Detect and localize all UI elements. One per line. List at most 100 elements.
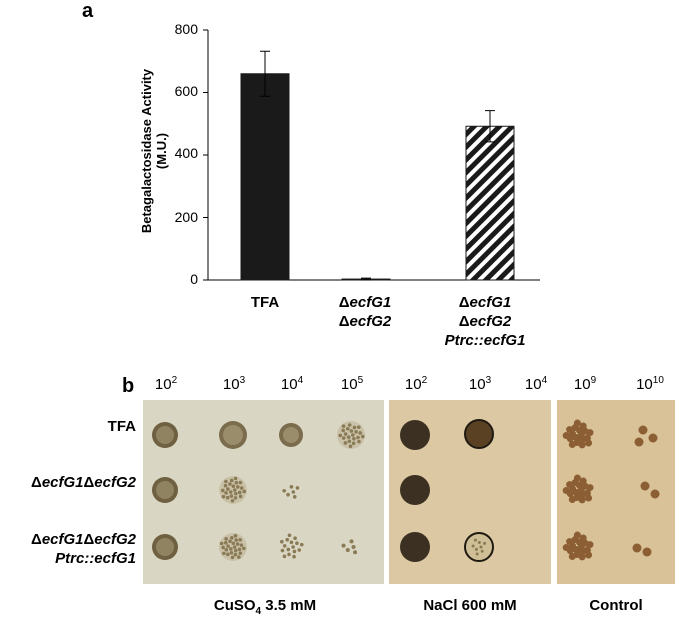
colony-speck	[352, 425, 357, 430]
plate-label-cuso4: CuSO4 3.5 mM	[213, 597, 317, 617]
colony	[562, 487, 570, 495]
colony-speck	[282, 554, 287, 559]
spot-center	[156, 481, 174, 499]
colony	[573, 531, 581, 539]
colony-speck	[229, 494, 234, 498]
colony-speck	[231, 484, 236, 488]
colony-speck	[345, 547, 350, 552]
colony	[585, 551, 593, 559]
colony-speck	[341, 543, 346, 548]
colony-speck	[341, 424, 346, 428]
colony-speck	[239, 543, 244, 547]
colony-speck	[229, 550, 234, 555]
dilution-label: 102	[404, 375, 428, 393]
plate-label-nacl: NaCl 600 mM	[423, 597, 517, 614]
colony-speck	[220, 488, 225, 493]
category-label-tfa: TFA	[250, 294, 280, 311]
colony	[562, 544, 570, 552]
row-label-complemented: ΔecfG1ΔecfG2 Ptrc::ecfG1	[31, 531, 136, 567]
colony-speck	[347, 423, 352, 427]
category-label-double-mutant: ΔecfG1 ΔecfG2	[338, 294, 392, 330]
spot-center	[156, 426, 174, 444]
colony-speck	[224, 537, 228, 541]
dilution-label: 104	[280, 375, 304, 393]
colony-speck	[242, 489, 247, 494]
colony-speck	[238, 538, 242, 542]
colony-speck	[237, 490, 242, 495]
dilution-label: 103	[468, 375, 492, 393]
colony-speck	[230, 555, 235, 560]
colony	[632, 543, 642, 553]
bar	[240, 73, 290, 281]
colony-speck	[292, 549, 297, 554]
row-label-tfa: TFA	[107, 418, 136, 435]
colony-speck	[280, 539, 284, 544]
colony	[568, 496, 576, 504]
panel-b-label: b	[122, 375, 135, 397]
colony	[650, 489, 660, 499]
plate-cuso4	[143, 400, 384, 584]
colony-speck	[291, 490, 296, 494]
colony-speck	[219, 541, 224, 546]
colony-speck	[477, 541, 481, 545]
colony-speck	[229, 547, 233, 551]
colony-speck	[353, 550, 358, 555]
y-axis-label-line1: Betagalactosidase Activity	[139, 68, 154, 234]
colony-speck	[292, 554, 296, 559]
colony-speck	[242, 546, 246, 551]
colony-speck	[346, 435, 351, 439]
spot-center	[283, 427, 299, 443]
colony-speck	[232, 488, 237, 492]
colony-speck	[297, 548, 302, 552]
colony-speck	[480, 549, 484, 553]
colony-speck	[289, 485, 294, 489]
colony-speck	[354, 429, 358, 434]
spot	[400, 420, 430, 450]
colony-speck	[235, 542, 240, 546]
colony-speck	[238, 480, 243, 485]
colony	[579, 422, 587, 430]
colony-speck	[292, 495, 297, 499]
colony-speck	[222, 551, 226, 556]
colony-speck	[343, 441, 348, 445]
colony	[638, 425, 648, 435]
colony-speck	[221, 545, 225, 550]
colony-speck	[225, 495, 230, 500]
colony-speck	[352, 436, 356, 441]
colony-speck	[226, 544, 230, 548]
colony-speck	[286, 492, 290, 497]
colony	[634, 437, 644, 447]
colony-speck	[232, 545, 237, 549]
colony	[568, 553, 576, 561]
dilution-label: 104	[524, 375, 548, 393]
colony-speck	[291, 545, 295, 549]
colony-speck	[287, 533, 292, 538]
colony-speck	[226, 487, 230, 491]
colony-speck	[233, 491, 238, 496]
colony-speck	[282, 488, 286, 493]
colony-speck	[293, 536, 297, 540]
colony-speck	[228, 490, 233, 494]
colony	[578, 441, 586, 449]
bar	[465, 125, 515, 281]
colony-speck	[349, 539, 354, 544]
colony-speck	[224, 479, 228, 484]
colony-speck	[228, 482, 232, 486]
colony-speck	[299, 542, 304, 547]
colony-speck	[349, 429, 354, 433]
colony-speck	[351, 545, 356, 549]
colony-speck	[358, 431, 362, 435]
colony	[566, 426, 574, 434]
colony-speck	[231, 541, 236, 546]
colony-speck	[474, 547, 478, 551]
colony	[566, 481, 574, 489]
colony-speck	[233, 496, 238, 500]
colony-speck	[238, 551, 243, 555]
dilution-label: 1010	[636, 375, 664, 393]
colony	[642, 547, 652, 557]
dilution-label: 102	[154, 375, 178, 393]
colony-speck	[483, 541, 487, 545]
colony-speck	[360, 434, 365, 439]
spot	[400, 475, 430, 505]
colony-speck	[221, 494, 226, 499]
